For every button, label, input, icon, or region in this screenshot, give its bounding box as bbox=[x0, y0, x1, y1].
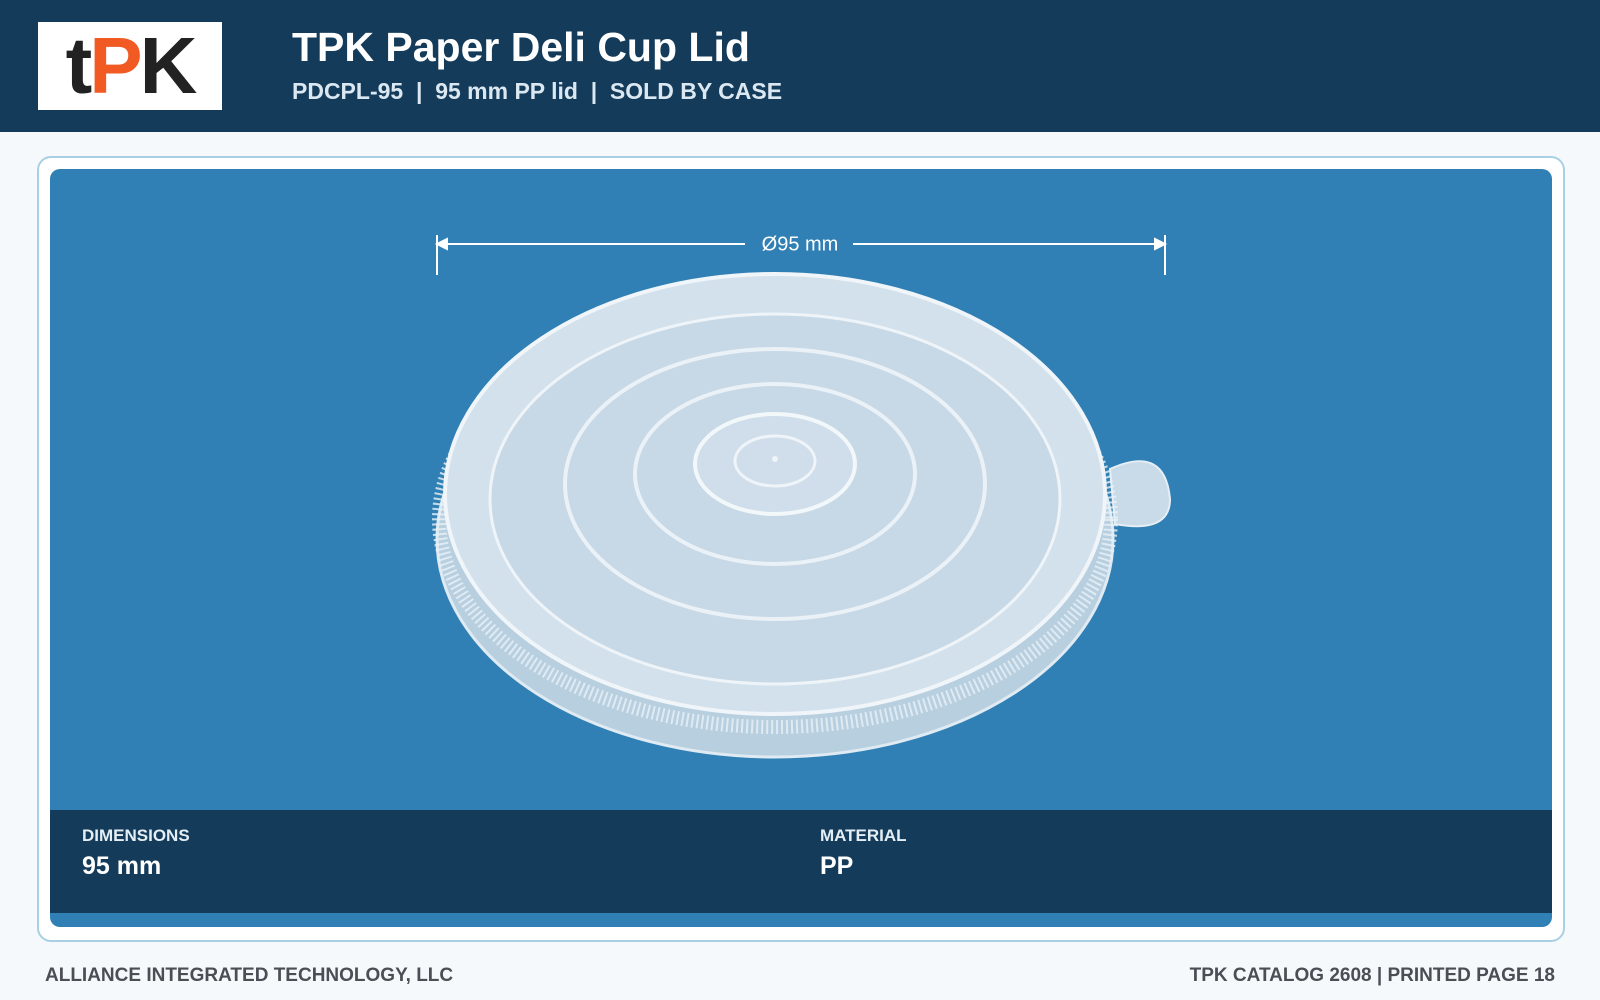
spec-bar: DIMENSIONS 95 mm MATERIAL PP bbox=[50, 810, 1552, 913]
header: tPK TPK Paper Deli Cup Lid PDCPL-95 | 95… bbox=[0, 0, 1600, 132]
spec-label: MATERIAL bbox=[820, 826, 907, 845]
logo: tPK bbox=[38, 22, 222, 110]
footer-left: ALLIANCE INTEGRATED TECHNOLOGY, LLC bbox=[45, 965, 454, 986]
spec-value: PP bbox=[820, 852, 854, 880]
dimension-label: Ø95 mm bbox=[762, 233, 839, 255]
footer-right: TPK CATALOG 2608 | PRINTED PAGE 18 bbox=[1189, 965, 1555, 986]
logo-letter: K bbox=[139, 21, 198, 110]
title: TPK Paper Deli Cup Lid bbox=[292, 24, 750, 70]
product-stage: Ø95 mm DIMENSIONS 95 mm MATERIAL PP bbox=[50, 169, 1552, 927]
spec: MATERIAL PP bbox=[820, 826, 907, 881]
product-illustration: Ø95 mm bbox=[432, 229, 1172, 759]
subtitle: PDCPL-95 | 95 mm PP lid | SOLD BY CASE bbox=[292, 78, 783, 104]
spec-value: 95 mm bbox=[82, 852, 162, 880]
logo-letter: t bbox=[65, 21, 93, 110]
logo-letter: P bbox=[89, 21, 142, 110]
dimension-label-bg bbox=[745, 229, 853, 259]
lid bbox=[432, 272, 1172, 759]
spec-label: DIMENSIONS bbox=[82, 826, 190, 845]
spec: DIMENSIONS 95 mm bbox=[82, 826, 190, 881]
